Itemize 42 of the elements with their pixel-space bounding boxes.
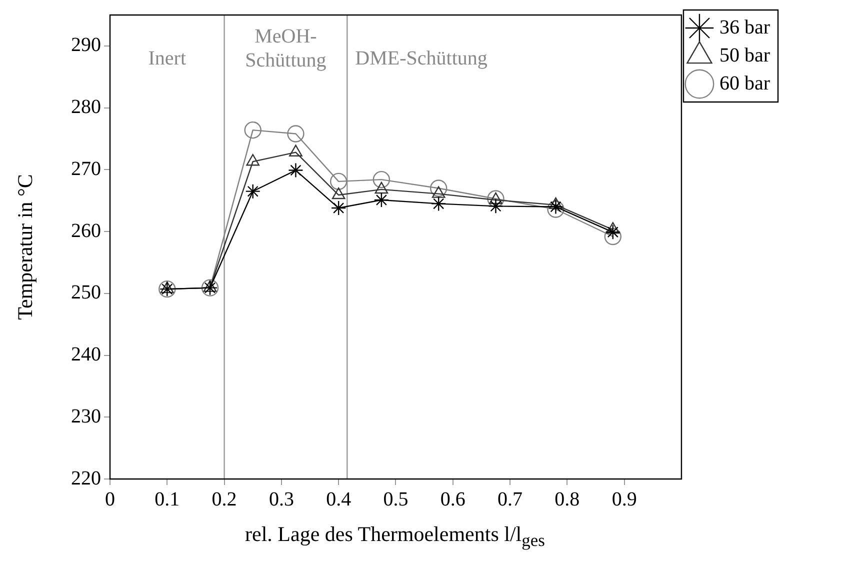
y-tick-label: 250 [71,282,101,304]
point [330,172,348,190]
x-tick-label: 0.3 [268,488,294,510]
legend-label: 36 bar [719,16,770,38]
y-tick-label: 270 [71,158,101,180]
point [288,162,304,178]
legend-label: 60 bar [719,72,770,94]
x-axis-title: rel. Lage des Thermoelements l/l$_{ges}$ [244,522,546,552]
point [244,121,262,139]
point [287,125,304,142]
y-tick-label: 230 [71,405,101,428]
point [372,170,390,188]
point [488,198,504,214]
annotation: Inert [148,47,186,70]
x-tick-label: 0.1 [154,488,180,510]
point [245,184,260,199]
point [605,224,620,240]
x-tick-label: 0.9 [612,488,637,510]
y-tick-label: 280 [71,96,101,118]
y-tick-label: 260 [71,220,101,242]
point [330,200,346,216]
y-tick-label: 240 [71,344,101,366]
point [604,228,622,246]
y-tick-label: 290 [71,34,101,56]
x-tick-label: 0.7 [498,488,523,510]
x-tick-label: 0.4 [326,488,352,510]
annotation: MeOH- Schüttung [245,25,326,72]
point [374,192,390,208]
y-tick-label: 220 [71,467,101,490]
x-tick-label: 0.6 [440,488,466,510]
point [430,196,446,212]
x-tick-label: 0 [105,488,115,510]
point [548,199,564,214]
point [430,180,448,197]
point [487,190,504,208]
point [547,200,564,218]
legend-label: 50 bar [719,44,770,66]
x-tick-label: 0.5 [383,488,408,510]
x-tick-label: 0.8 [554,488,580,510]
annotation: DME-Schüttung [355,47,488,70]
y-axis-title: Temperatur in °C [13,174,38,320]
x-tick-label: 0.2 [212,488,237,510]
